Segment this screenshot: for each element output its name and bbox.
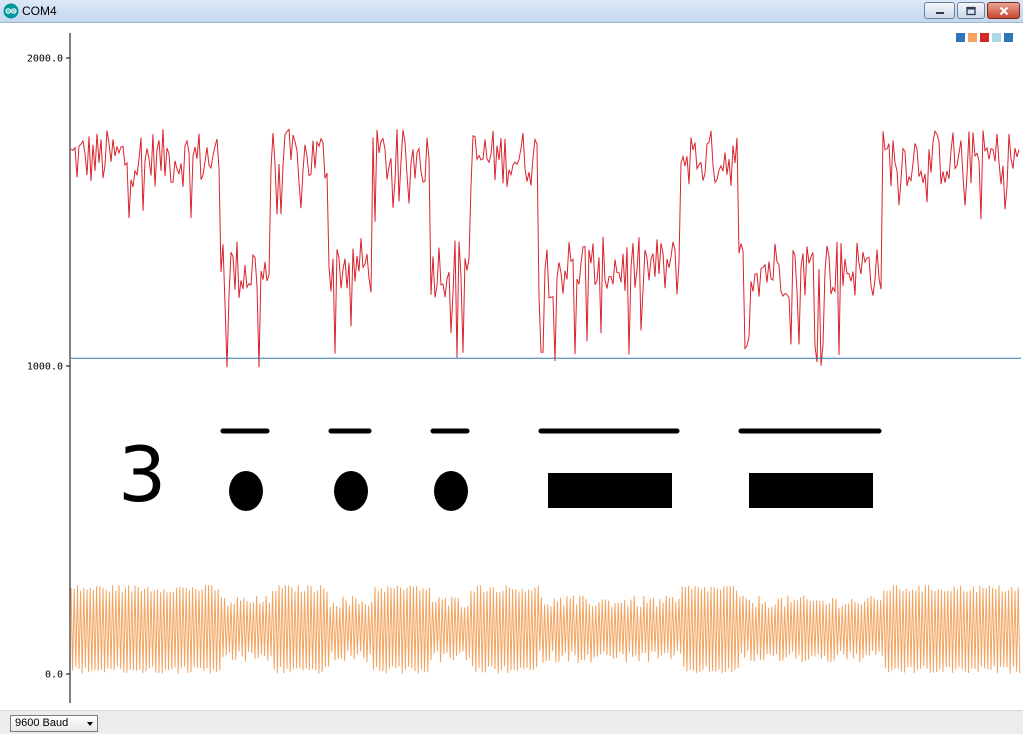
maximize-button[interactable] — [957, 2, 985, 19]
chevron-down-icon — [87, 722, 93, 726]
baud-rate-dropdown[interactable]: 9600 Baud — [10, 715, 98, 732]
axes: 2000.0 1000.0 0.0 — [27, 33, 71, 703]
y-tick-label: 0.0 — [45, 670, 63, 681]
legend-swatch — [980, 33, 989, 42]
baud-rate-value: 9600 Baud — [15, 717, 69, 729]
status-bar: 9600 Baud — [0, 710, 1023, 734]
arduino-icon — [3, 3, 19, 19]
maximize-icon — [966, 6, 976, 15]
legend-swatch — [956, 33, 965, 42]
orange-audio-series — [70, 584, 1021, 674]
y-tick-label: 1000.0 — [27, 362, 63, 373]
y-tick-label: 2000.0 — [27, 54, 63, 65]
close-button[interactable] — [987, 2, 1020, 19]
morse-dot — [229, 471, 263, 511]
legend-swatch — [1004, 33, 1013, 42]
morse-dot — [434, 471, 468, 511]
legend-swatch — [968, 33, 977, 42]
morse-dash — [548, 473, 672, 508]
morse-dash — [749, 473, 873, 508]
plot-area: 2000.0 1000.0 0.0 3 — [0, 23, 1023, 710]
close-icon — [999, 6, 1008, 15]
minimize-button[interactable] — [924, 2, 955, 19]
morse-dot — [334, 471, 368, 511]
morse-digit: 3 — [118, 430, 166, 519]
red-signal-series — [70, 128, 1020, 368]
title-bar[interactable]: COM4 — [0, 0, 1023, 23]
series-lines — [70, 128, 1021, 674]
serial-plot-chart: 2000.0 1000.0 0.0 3 — [27, 33, 1021, 703]
window-title: COM4 — [22, 4, 57, 18]
morse-overlay: 3 — [118, 428, 882, 519]
legend — [956, 33, 1013, 42]
legend-swatch — [992, 33, 1001, 42]
minimize-icon — [935, 11, 944, 14]
